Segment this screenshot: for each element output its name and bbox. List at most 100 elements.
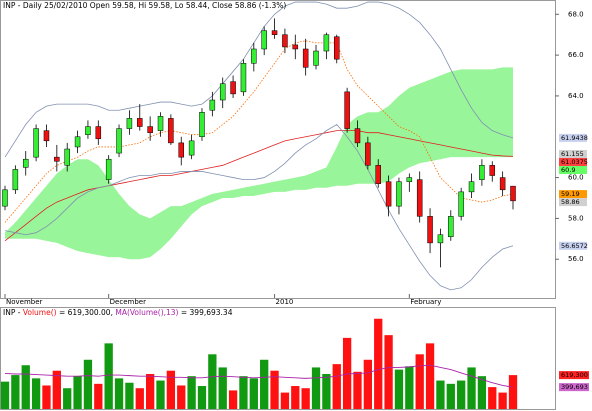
candle-body (375, 165, 381, 184)
candle-body (499, 177, 506, 191)
volume-bar (446, 383, 455, 409)
price-tag-label: 59.19 (561, 190, 580, 198)
volume-bar (353, 371, 362, 409)
price-tag (559, 190, 587, 199)
volume-bar (363, 359, 373, 409)
candle-body (510, 185, 516, 202)
candle-body (157, 116, 164, 131)
candle-body (22, 158, 29, 168)
ichimoku-cloud (5, 67, 513, 260)
volume-bar (166, 370, 176, 409)
volume-bar (394, 369, 404, 409)
volume-bar (280, 392, 290, 409)
volume-title: INP - Volume() = 619,300.00, MA(Volume()… (3, 308, 233, 317)
candle-body (2, 189, 8, 207)
indicator-line (4, 130, 514, 242)
volume-bar (114, 378, 124, 409)
price-tag-label: 61.155 (561, 150, 584, 158)
volume-bar (291, 386, 300, 409)
candle-body (396, 181, 402, 207)
x-tick-label: November (6, 298, 43, 306)
x-tick-label: December (110, 298, 146, 306)
candle-body (385, 181, 392, 207)
candle-body (43, 130, 50, 142)
candle-body (323, 34, 330, 52)
y-tick-label: 60.0 (568, 174, 584, 182)
chart-title: INP - Daily 25/02/2010 Open 59.58, Hi 59… (3, 1, 286, 10)
legend-volume: Volume() (23, 308, 57, 317)
price-tag-label: 58.86 (561, 198, 580, 206)
candle-body (199, 112, 205, 138)
volume-bar (436, 380, 445, 409)
candle-body (209, 99, 216, 111)
candle-body (479, 165, 485, 180)
candle-body (448, 216, 454, 238)
candle-body (64, 148, 70, 166)
candle-body (282, 34, 288, 48)
volume-bar (457, 380, 466, 409)
candle-body (302, 48, 309, 68)
candle-body (126, 118, 133, 129)
price-tag-label: 61.0375 (561, 158, 588, 166)
volume-bar (21, 365, 30, 409)
volume-tag-label: 619,300 (561, 371, 588, 379)
volume-bar (249, 378, 258, 409)
candle-body (95, 126, 102, 140)
candle-body (406, 177, 413, 182)
candle-body (365, 142, 371, 166)
y-tick-label: 64.0 (568, 92, 584, 100)
candle-body (354, 128, 361, 144)
volume-bar (0, 381, 10, 409)
y-tick-label: 66.0 (568, 51, 584, 59)
y-tick-label: 56.0 (568, 255, 584, 263)
x-tick-label: 2010 (276, 298, 294, 306)
volume-bar (270, 370, 279, 409)
volume-bar (145, 373, 155, 409)
candle-body (468, 181, 475, 193)
price-tag (559, 150, 587, 159)
candle-body (489, 165, 496, 176)
candle-body (427, 216, 433, 244)
price-tag-label: 60.9 (561, 166, 575, 174)
price-tag (559, 198, 587, 207)
candle-body (137, 118, 143, 127)
candle-body (458, 191, 464, 217)
volume-bar (384, 335, 393, 409)
candle-body (116, 128, 122, 154)
volume-bar (156, 380, 165, 409)
volume-bar (415, 354, 424, 409)
y-tick-label: 58.0 (568, 214, 584, 222)
indicator-line (4, 1, 514, 158)
volume-tag (559, 383, 589, 392)
volume-bar (187, 376, 196, 409)
candle-body (437, 234, 444, 244)
candle-body (168, 118, 174, 144)
volume-bar (342, 337, 352, 409)
volume-bar (467, 367, 476, 409)
price-tag (559, 166, 587, 175)
volume-bar (508, 375, 518, 409)
volume-panel (0, 307, 556, 410)
volume-bar (322, 373, 331, 409)
candle-body (344, 91, 350, 129)
candle-body (261, 30, 267, 50)
candle-body (178, 142, 184, 158)
volume-bar (42, 385, 51, 409)
volume-bar (125, 382, 134, 409)
volume-bar (311, 367, 321, 409)
volume-bar (52, 370, 61, 409)
candle-body (251, 48, 257, 64)
y-tick-label: 68.0 (568, 10, 584, 18)
volume-bar (177, 385, 186, 409)
volume-bar (477, 376, 487, 409)
volume-bar (31, 378, 41, 409)
volume-title-prefix: INP - (3, 308, 23, 317)
price-tag (559, 133, 587, 142)
volume-bar (197, 386, 207, 409)
candle-body (313, 50, 319, 66)
volume-bar (104, 343, 113, 409)
candle-body (416, 179, 423, 217)
candle-body (33, 128, 39, 158)
